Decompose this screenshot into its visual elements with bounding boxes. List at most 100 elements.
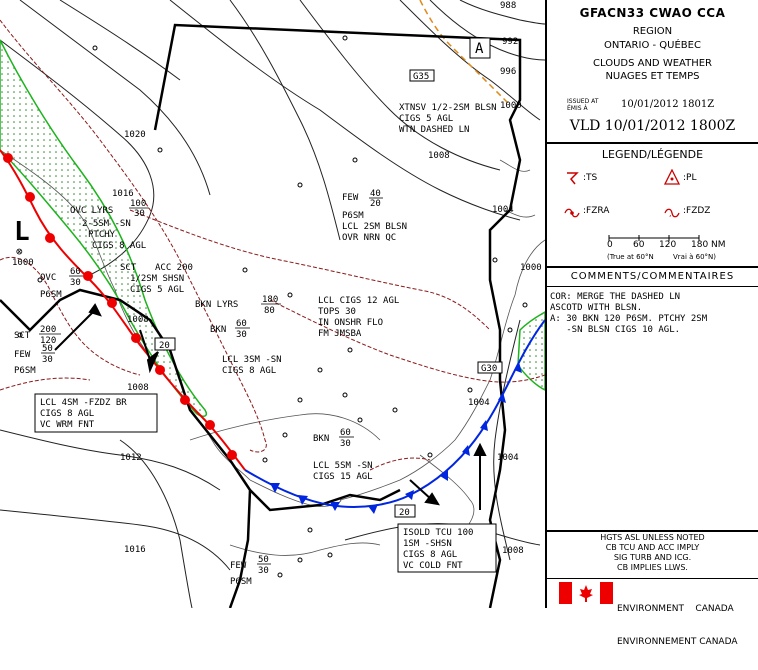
isobar-label-1020: 1020 — [124, 130, 146, 140]
gust-g30: G30 — [481, 364, 497, 374]
isobar-label-1008c: 1008 — [428, 151, 450, 161]
legend-fzra: :FZRA — [583, 206, 610, 216]
low-label: L — [14, 217, 30, 247]
box-lcl — [34, 393, 158, 433]
note-1: HGTS ASL UNLESS NOTED — [600, 533, 705, 542]
bkn60b-label: BKN — [313, 434, 329, 444]
ts-icon-svg — [567, 172, 579, 185]
isobars — [0, 0, 546, 609]
divider-3 — [547, 286, 758, 287]
notes-block: HGTS ASL UNLESS NOTED CB TCU AND ACC IMP… — [547, 533, 758, 573]
speed-20a: 20 — [159, 341, 170, 351]
lclcigs12-l4: FM JMSBA — [318, 329, 362, 339]
scale-bar-svg — [608, 235, 700, 241]
ovc60-top: 60 — [70, 267, 81, 277]
low-pressure-value: 1000 — [12, 258, 34, 268]
speed-box-a — [154, 337, 176, 351]
ovclyrs-top: 100 — [130, 199, 146, 209]
agency-fr: ENVIRONNEMENT CANADA — [617, 637, 738, 647]
few40-base: 20 — [370, 199, 381, 209]
few50-label: FEW — [14, 350, 31, 360]
isobar-label-1004b: 1004 — [468, 398, 490, 408]
isobar-label-1008: 1008 — [127, 315, 149, 325]
isobar-label-1000b: 1000 — [520, 263, 542, 273]
precip-area-east — [517, 310, 546, 392]
legend-fzdz: :FZDZ — [683, 206, 711, 216]
bkn60b-top: 60 — [340, 428, 351, 438]
box-lcl-l1: LCL 4SM -FZDZ BR — [40, 398, 127, 408]
scale-tick-120: 120 — [659, 240, 677, 250]
high-label: A — [475, 41, 484, 57]
divider-4 — [547, 530, 758, 532]
movement-arrows — [54, 303, 487, 510]
warm-front — [0, 149, 246, 471]
ovclyrs-cigs: CIGS 8 AGL — [92, 241, 146, 251]
issued-label-fr: ÉMIS À — [567, 105, 588, 112]
comments-title: COMMENTS/COMMENTAIRES — [570, 271, 735, 282]
gust-g35: G35 — [413, 72, 429, 82]
canada-flag-svg — [559, 582, 613, 604]
sctacc-acc: ACC 200 — [155, 263, 193, 273]
precip-area — [0, 39, 207, 417]
isobar-label-1008d: 1008 — [502, 546, 524, 556]
bkn60b-lcl: LCL 5SM -SN — [313, 461, 373, 471]
weather-map: 1020 1016 1008 1008 1012 1016 1008 988 9… — [0, 0, 546, 609]
scale-unit: NM — [711, 240, 726, 250]
comment-line-3: A: 30 BKN 120 P6SM. PTCHY 2SM — [550, 314, 708, 324]
isobar-label-1000: 1000 — [500, 101, 522, 111]
lclcigs12-l2: TOPS 30 — [318, 307, 356, 317]
canada-flag-icon — [559, 582, 613, 604]
bkn60-base: 30 — [236, 330, 247, 340]
issued-label: ISSUED AT ÉMIS À — [567, 98, 598, 112]
ts-icon — [565, 170, 579, 185]
scale-note-en: (True at 60°N — [607, 253, 654, 261]
scale-tick-60: 60 — [633, 240, 645, 250]
bknlyrs-base: 80 — [264, 306, 275, 316]
legend-title: LEGEND/LÉGENDE — [601, 148, 704, 161]
cold-front — [244, 319, 546, 514]
note-2: CB TCU AND ACC IMPLY — [605, 543, 700, 552]
scale-bar — [607, 228, 707, 241]
bkn60-label: BKN — [210, 325, 226, 335]
issued-time: 10/01/2012 1801Z — [621, 99, 715, 110]
ovc60-base: 30 — [70, 278, 81, 288]
few50-base: 30 — [42, 355, 53, 365]
box-isold-l1: ISOLD TCU 100 — [403, 528, 473, 538]
legend-pl: :PL — [683, 173, 697, 183]
lclcigs12-l1: LCL CIGS 12 AGL — [318, 296, 399, 306]
comment-line-1: COR: MERGE THE DASHED LN — [550, 292, 681, 302]
box-isold-l3: CIGS 8 AGL — [403, 550, 457, 560]
few50-top: 50 — [42, 344, 53, 354]
ovc60-vis: P6SM — [40, 290, 62, 300]
sct200-top: 200 — [40, 325, 56, 335]
few50-vis: P6SM — [14, 366, 36, 376]
xtnsv-line-3: WTN DASHED LN — [399, 125, 469, 135]
low-center-icon: ⊗ — [16, 245, 23, 258]
valid-time: VLD 10/01/2012 1800Z — [569, 118, 736, 134]
map-svg: 1020 1016 1008 1008 1012 1016 1008 988 9… — [0, 0, 546, 609]
xtnsv-line-2: CIGS 5 AGL — [399, 114, 453, 124]
speed-box-b — [394, 504, 416, 518]
coastlines — [0, 149, 546, 556]
pl-icon — [663, 168, 681, 185]
gust-box-g30 — [477, 361, 503, 374]
isobar-label-992: 992 — [502, 37, 518, 47]
bkn60-top: 60 — [236, 319, 247, 329]
sct200-base: 120 — [40, 336, 56, 346]
speed-20b: 20 — [399, 508, 410, 518]
divider-5 — [547, 578, 758, 579]
high-box — [469, 37, 491, 59]
fzdz-icon-svg: , — [664, 208, 680, 218]
isobar-label-996: 996 — [500, 67, 516, 77]
scale-note-fr: Vrai à 60°N) — [673, 253, 717, 261]
svg-text:,: , — [669, 209, 672, 218]
few-bottom-label: FEW — [230, 561, 247, 571]
bkn60b-cigs: CIGS 15 AGL — [313, 472, 373, 482]
box-lcl-l2: CIGS 8 AGL — [40, 409, 94, 419]
comments-block: COR: MERGE THE DASHED LN ASCOTD WITH BLS… — [550, 292, 755, 336]
comment-line-2: ASCOTD WITH BLSN. — [550, 303, 643, 313]
scale-tick-0: 0 — [607, 240, 613, 250]
chart-code: GFACN33 CWAO CCA — [579, 6, 726, 20]
legend-ts: :TS — [583, 173, 598, 183]
sctacc-cigs: CIGS 5 AGL — [130, 285, 184, 295]
